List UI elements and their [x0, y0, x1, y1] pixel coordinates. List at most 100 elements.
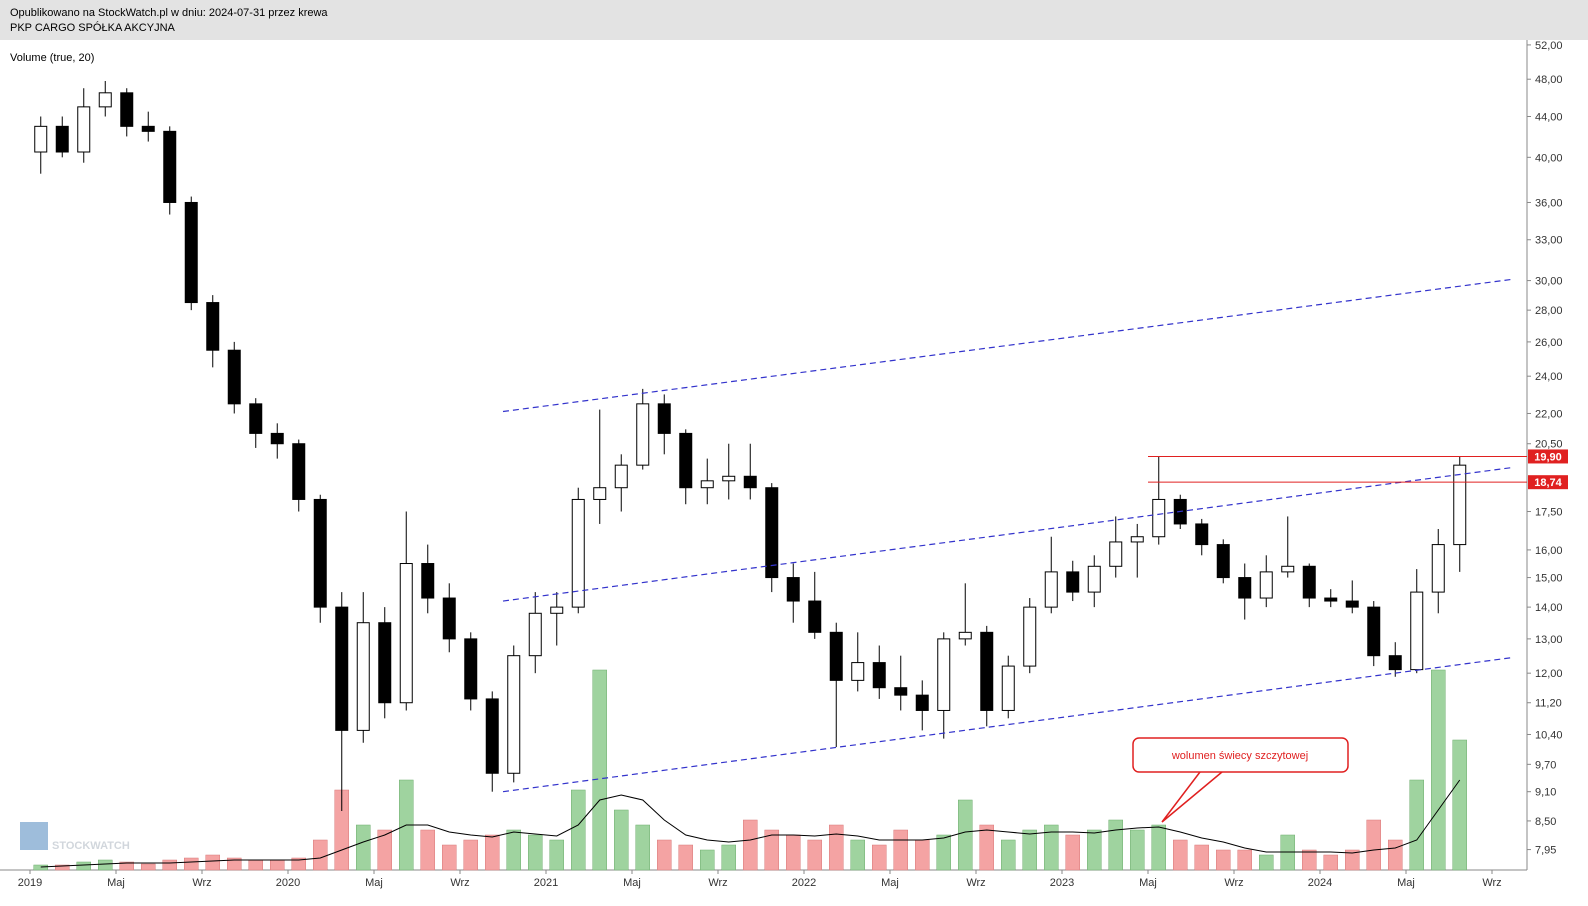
volume-bar [184, 857, 199, 871]
x-tick-label: 2021 [534, 877, 558, 889]
y-tick-label: 7,95 [1535, 845, 1556, 857]
volume-bar [657, 839, 672, 871]
volume-bar [1087, 829, 1102, 871]
volume-bar [743, 819, 758, 871]
level-label: 18,74 [1534, 477, 1562, 489]
candle-body [1281, 565, 1295, 573]
y-tick-label: 40,00 [1535, 152, 1563, 164]
candle-body [1023, 606, 1037, 667]
candle-body [120, 92, 134, 127]
volume-bar [571, 789, 586, 871]
volume-bar [635, 824, 650, 871]
volume-bar [700, 849, 715, 871]
volume-bar [1345, 849, 1360, 871]
x-tick-label: Wrz [192, 877, 211, 889]
candles [34, 80, 1467, 811]
x-tick-label: Wrz [450, 877, 469, 889]
volume-bar [915, 839, 930, 871]
y-tick-label: 16,00 [1535, 545, 1563, 557]
x-tick-label: Wrz [708, 877, 727, 889]
volume-bar [1302, 849, 1317, 871]
callout-arrow [1161, 771, 1223, 823]
candle-body [1431, 544, 1445, 593]
volume-bar [485, 834, 500, 871]
candle-body [679, 432, 693, 489]
y-tick-label: 20,50 [1535, 439, 1563, 451]
candle-body [1216, 544, 1230, 579]
volume-bar [1323, 854, 1338, 871]
candle-body [507, 655, 521, 774]
y-tick-label: 13,00 [1535, 634, 1563, 646]
volume-bar [1216, 849, 1231, 871]
volume-bar [1452, 739, 1467, 871]
candle-body [528, 612, 542, 657]
candle-body [1130, 536, 1144, 543]
volume-bar [678, 844, 693, 871]
candle-body [378, 622, 392, 704]
candle-body [1302, 565, 1316, 599]
volume-bar [1001, 839, 1016, 871]
candle-body [571, 498, 585, 608]
candle-body [1152, 498, 1166, 538]
volume-bar [227, 857, 242, 871]
candle-body [636, 403, 650, 466]
y-tick-label: 30,00 [1535, 276, 1563, 288]
volume-bar [1151, 824, 1166, 871]
candle-body [743, 475, 757, 489]
x-tick-label: 2019 [18, 877, 42, 889]
candle-body [894, 687, 908, 696]
x-tick-label: Wrz [1482, 877, 1501, 889]
volume-bar [614, 809, 629, 871]
candle-body [184, 201, 198, 304]
x-tick-label: 2024 [1308, 877, 1332, 889]
candle-body [34, 125, 48, 153]
volume-bar [98, 859, 113, 871]
candle-body [614, 464, 628, 489]
volume-bar [55, 864, 70, 871]
x-tick-label: Maj [623, 877, 641, 889]
volume-bar [936, 834, 951, 871]
x-tick-label: 2020 [276, 877, 300, 889]
candle-body [141, 125, 155, 132]
trendline [502, 278, 1514, 413]
volume-bar [162, 859, 177, 871]
candle-body [937, 638, 951, 711]
candle-body [292, 443, 306, 500]
y-tick-label: 17,50 [1535, 507, 1563, 519]
y-tick-label: 48,00 [1535, 74, 1563, 86]
volume-bar [442, 844, 457, 871]
candle-body [1087, 565, 1101, 593]
callout-box [1132, 737, 1349, 773]
volume-bar [1237, 849, 1252, 871]
candle-body [1388, 655, 1402, 671]
volume-bar [1194, 844, 1209, 871]
callout: wolumen świecy szczytowej [1132, 737, 1349, 823]
candle-body [958, 631, 972, 640]
candle-body [1259, 571, 1273, 599]
volume-bar [1409, 779, 1424, 871]
volume-bar [786, 834, 801, 871]
header-bar [0, 0, 1588, 40]
candle-body [399, 563, 413, 704]
candle-body [980, 631, 994, 711]
volume-bar [205, 854, 220, 871]
candle-body [335, 606, 349, 731]
x-tick-label: 2022 [792, 877, 816, 889]
y-tick-label: 14,00 [1535, 602, 1563, 614]
candle-body [1109, 541, 1123, 567]
volume-bar [270, 859, 285, 871]
volume-bar [721, 844, 736, 871]
volume-bar [1366, 819, 1381, 871]
candle-body [550, 606, 564, 614]
y-tick-label: 22,00 [1535, 408, 1563, 420]
candle-body [1367, 606, 1381, 657]
y-tick-label: 24,00 [1535, 371, 1563, 383]
y-tick-label: 9,70 [1535, 759, 1556, 771]
x-tick-label: Maj [107, 877, 125, 889]
volume-bar [1431, 669, 1446, 871]
candle-body [1324, 597, 1338, 602]
candle-body [765, 487, 779, 579]
y-tick-label: 44,00 [1535, 111, 1563, 123]
instrument: PKP CARGO SPÓŁKA AKCYJNA [10, 21, 176, 34]
